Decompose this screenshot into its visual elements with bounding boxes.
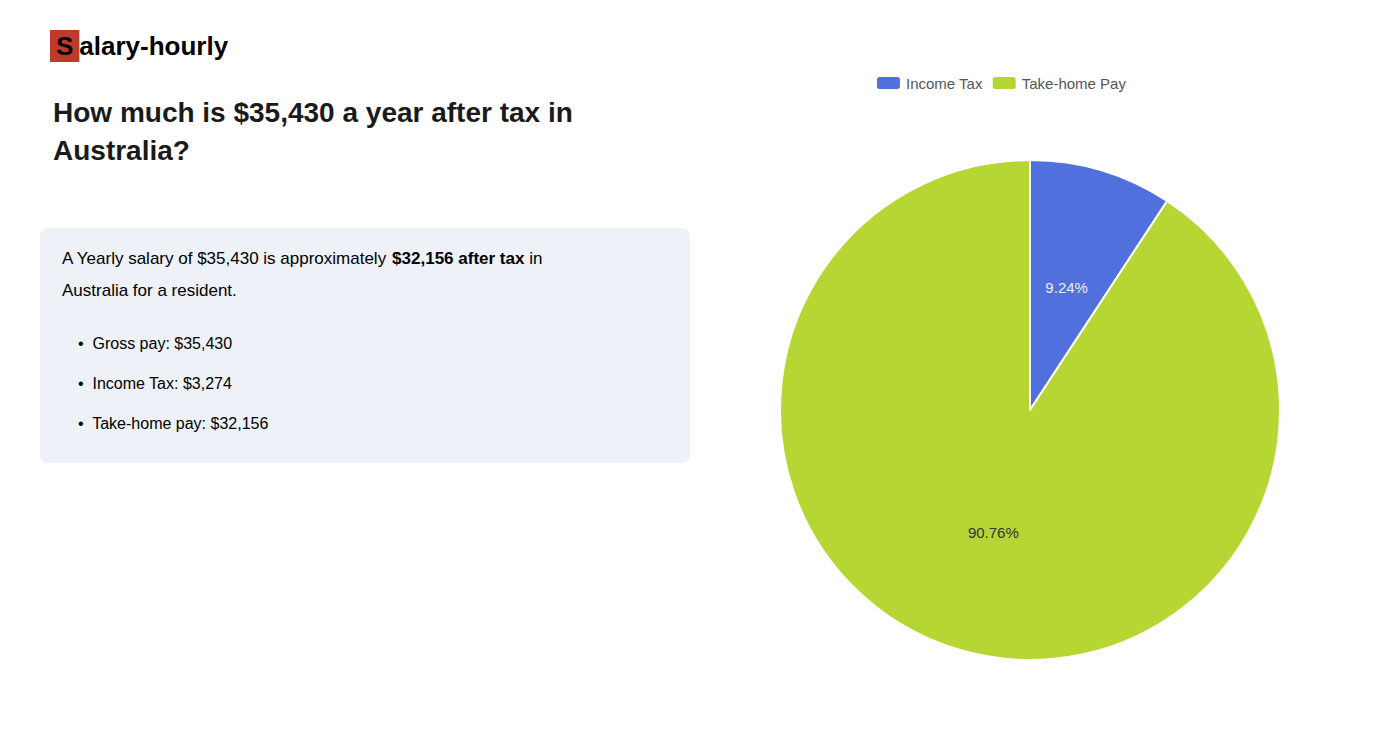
svg-text:• Gross pay: $35,430: • Gross pay: $35,430 <box>78 335 232 352</box>
svg-text:Take-home Pay: Take-home Pay <box>1022 75 1127 92</box>
svg-text:Income Tax: Income Tax <box>906 75 983 92</box>
svg-text:• Income Tax: $3,274: • Income Tax: $3,274 <box>78 375 232 392</box>
svg-text:Australia?: Australia? <box>53 135 190 166</box>
svg-text:How much is $35,430 a year aft: How much is $35,430 a year after tax in <box>53 97 573 128</box>
svg-text:$32,156 after tax: $32,156 after tax <box>392 249 525 268</box>
svg-text:in: in <box>524 249 542 268</box>
svg-text:9.24%: 9.24% <box>1045 279 1088 296</box>
svg-text:• Take-home pay: $32,156: • Take-home pay: $32,156 <box>78 415 268 432</box>
svg-text:alary-hourly: alary-hourly <box>79 31 228 61</box>
svg-text:90.76%: 90.76% <box>968 524 1019 541</box>
svg-text:S: S <box>56 31 73 61</box>
svg-text:A Yearly salary of $35,430 is: A Yearly salary of $35,430 is approximat… <box>62 249 391 268</box>
svg-text:Australia for a resident.: Australia for a resident. <box>62 281 237 300</box>
